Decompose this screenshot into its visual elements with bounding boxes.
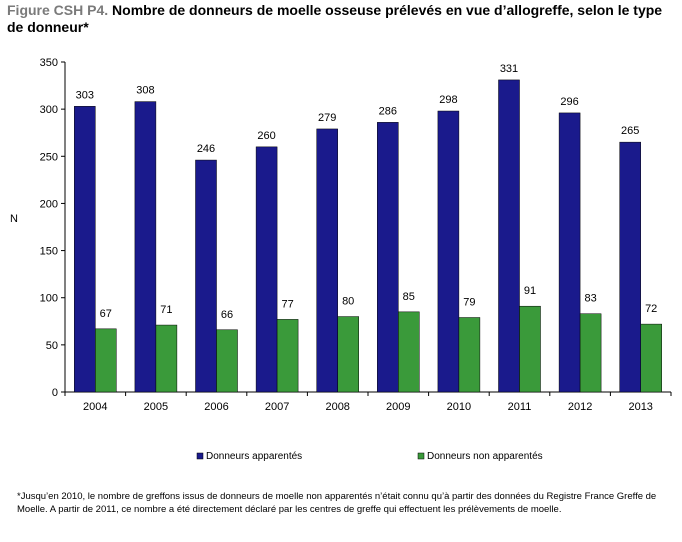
data-label: 303 <box>76 89 94 101</box>
y-tick-label: 150 <box>40 246 58 258</box>
data-label: 67 <box>100 308 112 320</box>
legend-swatch <box>196 452 204 460</box>
bar-non-apparentes <box>579 313 602 393</box>
x-tick-label: 2013 <box>628 401 652 413</box>
data-label: 260 <box>257 130 275 142</box>
data-label: 85 <box>403 291 415 303</box>
bar-non-apparentes <box>95 328 117 393</box>
data-label: 296 <box>560 96 578 108</box>
data-label: 331 <box>500 63 518 75</box>
bar-non-apparentes <box>458 317 481 393</box>
x-tick-label: 2005 <box>144 401 168 413</box>
data-label: 66 <box>221 309 233 321</box>
data-label: 71 <box>160 304 172 316</box>
chart-title: Figure CSH P4. Nombre de donneurs de moe… <box>7 2 677 36</box>
bar-apparentes <box>498 79 520 393</box>
x-tick-label: 2009 <box>386 401 410 413</box>
data-label: 83 <box>584 293 596 305</box>
bar-apparentes <box>316 128 338 393</box>
y-tick-label: 200 <box>40 198 58 210</box>
data-label: 279 <box>318 112 336 124</box>
bar-non-apparentes <box>640 323 662 393</box>
bar-apparentes <box>619 141 641 393</box>
bar-apparentes <box>437 110 460 393</box>
bar-apparentes <box>255 146 278 393</box>
x-tick-label: 2012 <box>568 401 592 413</box>
y-tick-label: 50 <box>46 340 58 352</box>
y-tick-label: 350 <box>40 57 58 69</box>
y-tick-label: 0 <box>52 387 58 399</box>
bar-non-apparentes <box>398 311 420 393</box>
bar-non-apparentes <box>155 324 178 393</box>
x-tick-label: 2011 <box>508 401 532 413</box>
figure-title: Nombre de donneurs de moelle osseuse pré… <box>7 2 663 35</box>
x-tick-label: 2008 <box>325 401 349 413</box>
legend-swatch <box>417 452 425 460</box>
data-label: 77 <box>281 298 293 310</box>
x-tick-label: 2010 <box>447 401 471 413</box>
y-tick-label: 300 <box>40 104 58 116</box>
bar-non-apparentes <box>519 305 541 393</box>
x-tick-label: 2004 <box>83 401 107 413</box>
x-tick-label: 2007 <box>265 401 289 413</box>
y-tick-label: 100 <box>40 293 58 305</box>
data-label: 91 <box>524 285 536 297</box>
bar-apparentes <box>74 106 96 393</box>
y-tick-label: 250 <box>40 151 58 163</box>
data-label: 298 <box>439 94 457 106</box>
legend-label: Donneurs non apparentés <box>427 451 543 462</box>
legend-label: Donneurs apparentés <box>206 451 302 462</box>
y-axis-label: N <box>10 213 18 225</box>
bar-apparentes <box>195 159 217 393</box>
bar-non-apparentes <box>276 319 299 393</box>
data-label: 308 <box>136 85 154 97</box>
x-tick-label: 2006 <box>204 401 228 413</box>
data-label: 80 <box>342 296 354 308</box>
data-label: 72 <box>645 303 657 315</box>
data-label: 79 <box>463 297 475 309</box>
data-label: 286 <box>379 105 397 117</box>
figure-number: Figure CSH P4. <box>7 2 109 18</box>
bar-apparentes <box>134 101 157 393</box>
bar-non-apparentes <box>216 329 238 393</box>
data-label: 246 <box>197 143 215 155</box>
data-label: 265 <box>621 125 639 137</box>
bar-apparentes <box>558 112 581 393</box>
bar-apparentes <box>377 122 399 393</box>
bar-non-apparentes <box>337 316 359 393</box>
footnote: *Jusqu’en 2010, le nombre de greffons is… <box>17 491 657 515</box>
